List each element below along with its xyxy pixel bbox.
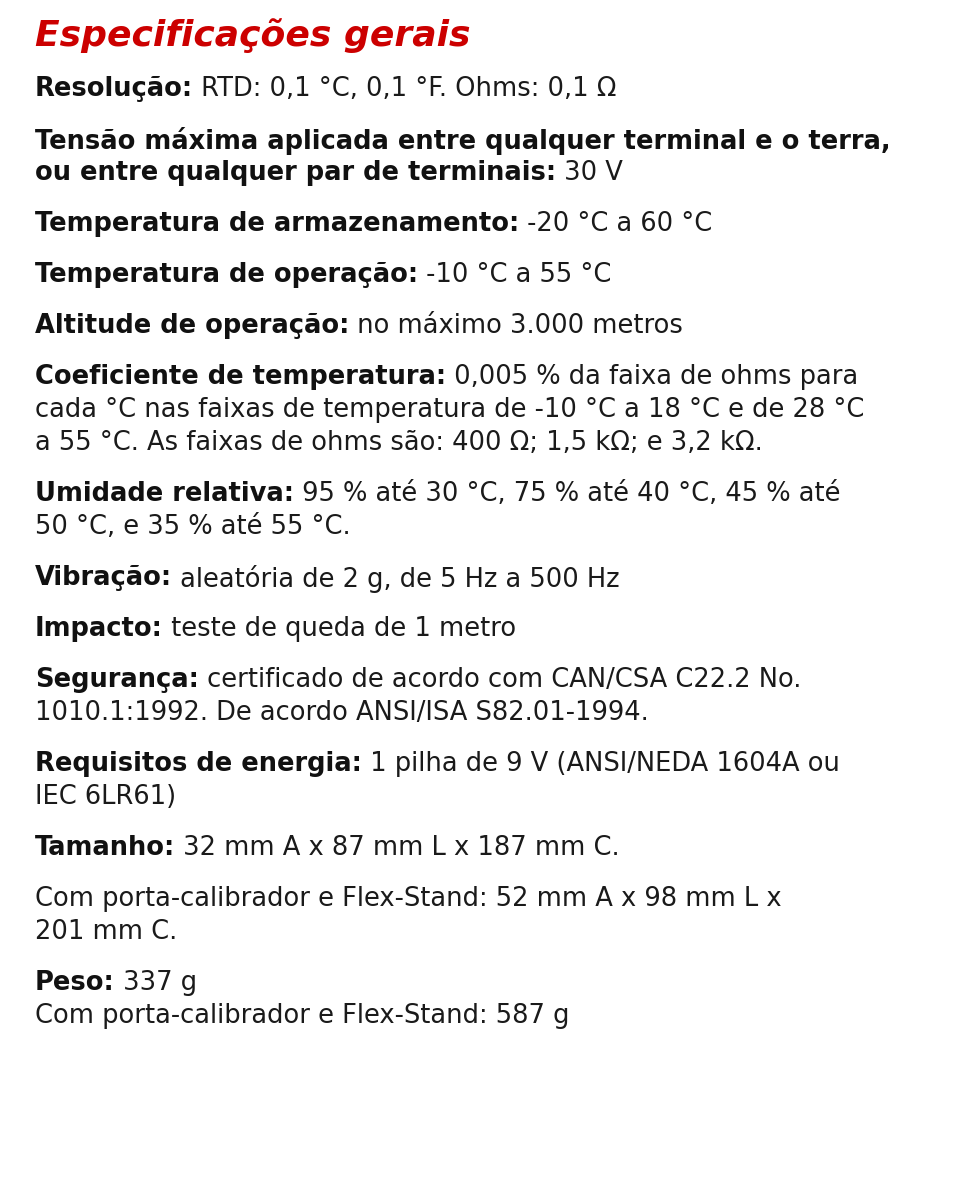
Text: aleatória de 2 g, de 5 Hz a 500 Hz: aleatória de 2 g, de 5 Hz a 500 Hz: [172, 565, 620, 593]
Text: 337 g: 337 g: [115, 970, 197, 996]
Text: 95 % até 30 °C, 75 % até 40 °C, 45 % até: 95 % até 30 °C, 75 % até 40 °C, 45 % até: [294, 481, 841, 506]
Text: Temperatura de operação:: Temperatura de operação:: [35, 261, 419, 288]
Text: RTD: 0,1 °C, 0,1 °F. Ohms: 0,1 Ω: RTD: 0,1 °C, 0,1 °F. Ohms: 0,1 Ω: [193, 76, 616, 101]
Text: Coeficiente de temperatura:: Coeficiente de temperatura:: [35, 364, 446, 390]
Text: Vibração:: Vibração:: [35, 565, 172, 591]
Text: certificado de acordo com CAN/CSA C22.2 No.: certificado de acordo com CAN/CSA C22.2 …: [199, 666, 802, 693]
Text: Peso:: Peso:: [35, 970, 115, 996]
Text: -10 °C a 55 °C: -10 °C a 55 °C: [419, 261, 612, 288]
Text: Com porta-calibrador e Flex-Stand: 587 g: Com porta-calibrador e Flex-Stand: 587 g: [35, 1003, 569, 1029]
Text: Requisitos de energia:: Requisitos de energia:: [35, 751, 362, 777]
Text: Tensão máxima aplicada entre qualquer terminal e o terra,: Tensão máxima aplicada entre qualquer te…: [35, 127, 891, 155]
Text: Segurança:: Segurança:: [35, 666, 199, 693]
Text: teste de queda de 1 metro: teste de queda de 1 metro: [163, 616, 516, 642]
Text: 50 °C, e 35 % até 55 °C.: 50 °C, e 35 % até 55 °C.: [35, 513, 350, 540]
Text: 201 mm C.: 201 mm C.: [35, 919, 178, 944]
Text: Especificações gerais: Especificações gerais: [35, 18, 470, 53]
Text: 32 mm A x 87 mm L x 187 mm C.: 32 mm A x 87 mm L x 187 mm C.: [176, 835, 620, 861]
Text: Temperatura de armazenamento:: Temperatura de armazenamento:: [35, 211, 519, 236]
Text: 30 V: 30 V: [556, 160, 623, 186]
Text: a 55 °C. As faixas de ohms são: 400 Ω; 1,5 kΩ; e 3,2 kΩ.: a 55 °C. As faixas de ohms são: 400 Ω; 1…: [35, 430, 763, 456]
Text: Tamanho:: Tamanho:: [35, 835, 176, 861]
Text: 1010.1:1992. De acordo ANSI/ISA S82.01-1994.: 1010.1:1992. De acordo ANSI/ISA S82.01-1…: [35, 700, 649, 726]
Text: Resolução:: Resolução:: [35, 76, 193, 101]
Text: Impacto:: Impacto:: [35, 616, 163, 642]
Text: IEC 6LR61): IEC 6LR61): [35, 783, 176, 810]
Text: Com porta-calibrador e Flex-Stand: 52 mm A x 98 mm L x: Com porta-calibrador e Flex-Stand: 52 mm…: [35, 886, 781, 912]
Text: 1 pilha de 9 V (ANSI/NEDA 1604A ou: 1 pilha de 9 V (ANSI/NEDA 1604A ou: [362, 751, 840, 777]
Text: -20 °C a 60 °C: -20 °C a 60 °C: [519, 211, 712, 236]
Text: Umidade relativa:: Umidade relativa:: [35, 481, 294, 506]
Text: 0,005 % da faixa de ohms para: 0,005 % da faixa de ohms para: [446, 364, 858, 390]
Text: cada °C nas faixas de temperatura de -10 °C a 18 °C e de 28 °C: cada °C nas faixas de temperatura de -10…: [35, 396, 864, 423]
Text: no máximo 3.000 metros: no máximo 3.000 metros: [349, 313, 684, 339]
Text: Altitude de operação:: Altitude de operação:: [35, 313, 349, 339]
Text: ou entre qualquer par de terminais:: ou entre qualquer par de terminais:: [35, 160, 556, 186]
